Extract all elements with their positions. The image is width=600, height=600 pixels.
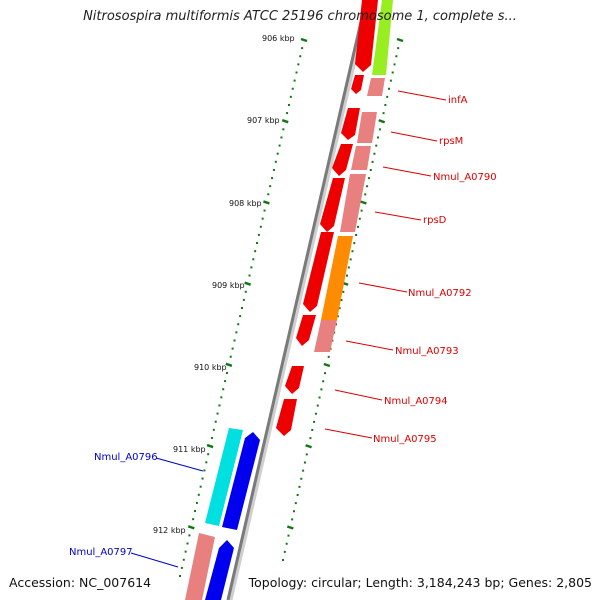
genome-stats-text: Topology: circular; Length: 3,184,243 bp… bbox=[248, 575, 592, 590]
gene-label-Nmul_A0790[interactable]: Nmul_A0790 bbox=[433, 172, 497, 183]
gene-label-rpsD[interactable]: rpsD bbox=[423, 215, 447, 226]
gene-arrow-infA[interactable] bbox=[341, 108, 360, 140]
gene-block-orange[interactable] bbox=[321, 236, 353, 320]
ruler-major-tick bbox=[360, 200, 367, 205]
ruler-major-tick bbox=[323, 362, 331, 368]
ruler-major-tick bbox=[225, 362, 233, 368]
gene-arrow-A0792[interactable] bbox=[296, 315, 316, 346]
backbone bbox=[226, 0, 368, 600]
ruler-major-tick bbox=[263, 200, 270, 205]
gene-block-cyan[interactable] bbox=[205, 428, 243, 526]
ruler-major-tick bbox=[244, 281, 252, 286]
tick-label-911: 911 kbp bbox=[173, 445, 206, 454]
backbone-shadow bbox=[227, 0, 371, 600]
gene-label-infA[interactable]: infA bbox=[448, 95, 468, 106]
gene-arrow-rpsD[interactable] bbox=[303, 232, 334, 312]
gene-block-pink-b[interactable] bbox=[357, 112, 377, 143]
tick-label-908: 908 kbp bbox=[229, 199, 262, 208]
ruler-major-tick bbox=[305, 444, 312, 449]
tick-label-906: 906 kbp bbox=[262, 34, 295, 43]
gene-label-Nmul_A0792[interactable]: Nmul_A0792 bbox=[408, 288, 472, 299]
tick-label-910: 910 kbp bbox=[194, 363, 227, 372]
gene-label-Nmul_A0795[interactable]: Nmul_A0795 bbox=[373, 434, 437, 445]
ruler-major-tick bbox=[187, 525, 195, 530]
ruler-major-tick bbox=[281, 119, 289, 124]
gene-arrow-A0796[interactable] bbox=[222, 432, 260, 530]
forward-strand-outer bbox=[276, 0, 378, 436]
gene-arrow-A0795[interactable] bbox=[276, 399, 297, 436]
gene-block-pink-d[interactable] bbox=[340, 174, 366, 232]
gene-label-Nmul_A0793[interactable]: Nmul_A0793 bbox=[395, 346, 459, 357]
gene-arrow-A0790[interactable] bbox=[320, 178, 345, 232]
ruler-major-tick bbox=[396, 37, 404, 43]
gene-arrow-top-b[interactable] bbox=[351, 75, 364, 94]
gene-arrow-A0794[interactable] bbox=[285, 366, 304, 394]
ruler-major-tick bbox=[378, 119, 386, 124]
gene-block-green[interactable] bbox=[372, 0, 393, 75]
reverse-strand bbox=[185, 428, 260, 600]
ruler-left bbox=[179, 37, 308, 577]
tick-label-912: 912 kbp bbox=[153, 526, 186, 535]
ruler-major-tick bbox=[300, 37, 308, 43]
gene-label-rpsM[interactable]: rpsM bbox=[439, 136, 463, 147]
leader-lines bbox=[130, 90, 447, 568]
gene-block-pink-f[interactable] bbox=[185, 533, 215, 600]
gene-label-Nmul_A0794[interactable]: Nmul_A0794 bbox=[384, 396, 448, 407]
gene-block-pink-e[interactable] bbox=[314, 320, 337, 352]
ruler-major-tick bbox=[286, 525, 294, 530]
tick-label-909: 909 kbp bbox=[212, 281, 245, 290]
gene-label-Nmul_A0797[interactable]: Nmul_A0797 bbox=[69, 547, 133, 558]
gene-arrow-A0797[interactable] bbox=[205, 540, 234, 600]
map-title: Nitrosospira multiformis ATCC 25196 chro… bbox=[83, 9, 517, 24]
gene-label-Nmul_A0796[interactable]: Nmul_A0796 bbox=[94, 452, 158, 463]
gene-block-pink-c[interactable] bbox=[351, 146, 371, 170]
accession-text: Accession: NC_007614 bbox=[9, 575, 152, 590]
ruler-major-tick bbox=[206, 443, 214, 449]
gene-arrow-rpsM[interactable] bbox=[332, 144, 353, 176]
gene-arrow-top-a[interactable] bbox=[355, 0, 378, 72]
gene-block-pink-a[interactable] bbox=[367, 78, 385, 96]
tick-label-907: 907 kbp bbox=[247, 116, 280, 125]
forward-strand-inner bbox=[314, 0, 393, 352]
